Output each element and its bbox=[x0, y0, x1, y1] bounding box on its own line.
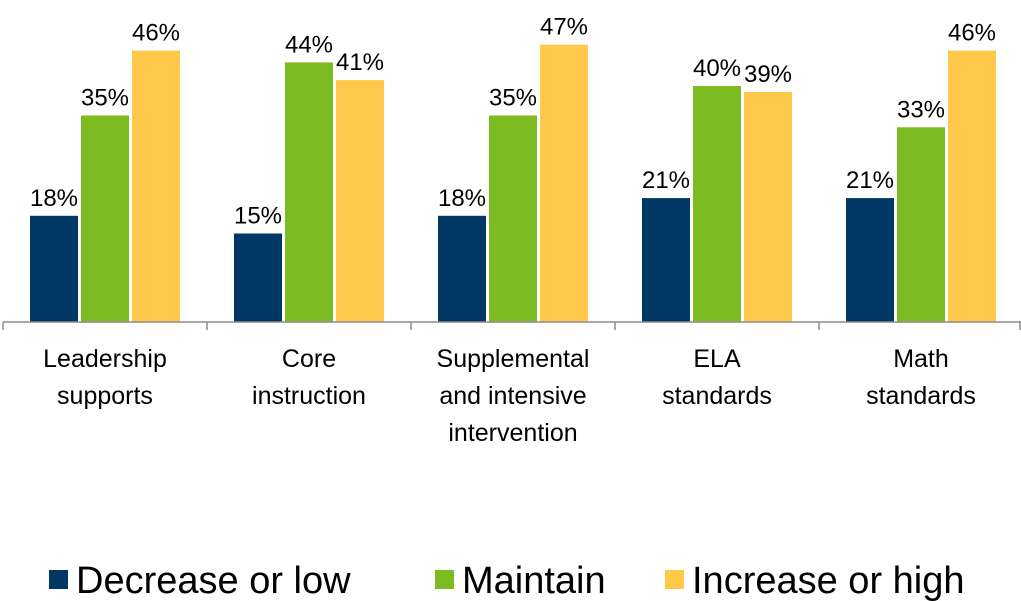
legend-swatch-3 bbox=[665, 570, 684, 589]
bar-1-2 bbox=[234, 233, 282, 322]
data-label-1-1: 18% bbox=[30, 185, 78, 212]
bar-3-2 bbox=[336, 80, 384, 322]
bar-2-5 bbox=[897, 127, 945, 322]
data-label-1-2: 15% bbox=[234, 203, 282, 230]
bar-2-3 bbox=[489, 115, 537, 322]
bar-2-1 bbox=[81, 115, 129, 322]
bar-1-3 bbox=[438, 215, 486, 322]
data-label-1-3: 18% bbox=[438, 185, 486, 212]
data-label-3-5: 46% bbox=[948, 20, 996, 47]
category-label-4-line-1: ELA bbox=[693, 345, 741, 373]
bar-2-2 bbox=[285, 62, 333, 323]
bar-3-1 bbox=[132, 50, 180, 322]
data-label-3-3: 47% bbox=[540, 14, 588, 41]
category-label-5-line-2: standards bbox=[866, 382, 976, 410]
legend-label-2: Maintain bbox=[462, 560, 606, 601]
data-label-2-5: 33% bbox=[897, 96, 945, 123]
category-label-3-line-1: Supplemental bbox=[437, 345, 590, 373]
legend-label-3: Increase or high bbox=[692, 560, 965, 601]
legend-label-1: Decrease or low bbox=[76, 560, 351, 601]
data-label-3-2: 41% bbox=[336, 49, 384, 76]
data-label-2-1: 35% bbox=[81, 85, 129, 112]
data-labels-layer: 18% 35% 46% 15% 44%41% 18% 35% 47% 21% 40% 39% 21% 3… bbox=[30, 14, 996, 230]
bar-3-4 bbox=[744, 91, 792, 323]
data-label-3-4: 39% bbox=[744, 61, 792, 88]
bar-3-3 bbox=[540, 44, 588, 322]
legend: Decrease or low Maintain Increase or high bbox=[49, 560, 965, 601]
bar-1-1 bbox=[30, 215, 78, 322]
bar-1-5 bbox=[846, 198, 894, 322]
legend-swatch-2 bbox=[435, 570, 454, 589]
category-label-1-line-1: Leadership bbox=[43, 345, 167, 373]
category-label-3-line-2: and intensive bbox=[439, 382, 586, 410]
data-label-2-4: 40% bbox=[693, 55, 741, 82]
data-label-1-5: 21% bbox=[846, 167, 894, 194]
category-label-1-line-2: supports bbox=[57, 382, 153, 410]
category-label-2-line-1: Core bbox=[282, 345, 336, 373]
x-axis bbox=[2, 321, 1021, 330]
data-label-1-4: 21% bbox=[642, 167, 690, 194]
bar-3-5 bbox=[948, 50, 996, 322]
legend-swatch-1 bbox=[49, 570, 68, 589]
data-label-3-1: 46% bbox=[132, 20, 180, 47]
bar-1-4 bbox=[642, 198, 690, 322]
category-label-2-line-2: instruction bbox=[252, 382, 366, 410]
data-label-2-2: 44% bbox=[285, 31, 333, 58]
category-labels-layer: Leadership supports Core instruction Supplem… bbox=[43, 345, 976, 447]
category-label-5-line-1: Math bbox=[893, 345, 949, 373]
bar-2-4 bbox=[693, 86, 741, 322]
bars-layer bbox=[30, 44, 996, 323]
data-label-2-3: 35% bbox=[489, 85, 537, 112]
category-label-3-line-3: intervention bbox=[448, 419, 577, 447]
category-label-4-line-2: standards bbox=[662, 382, 772, 410]
